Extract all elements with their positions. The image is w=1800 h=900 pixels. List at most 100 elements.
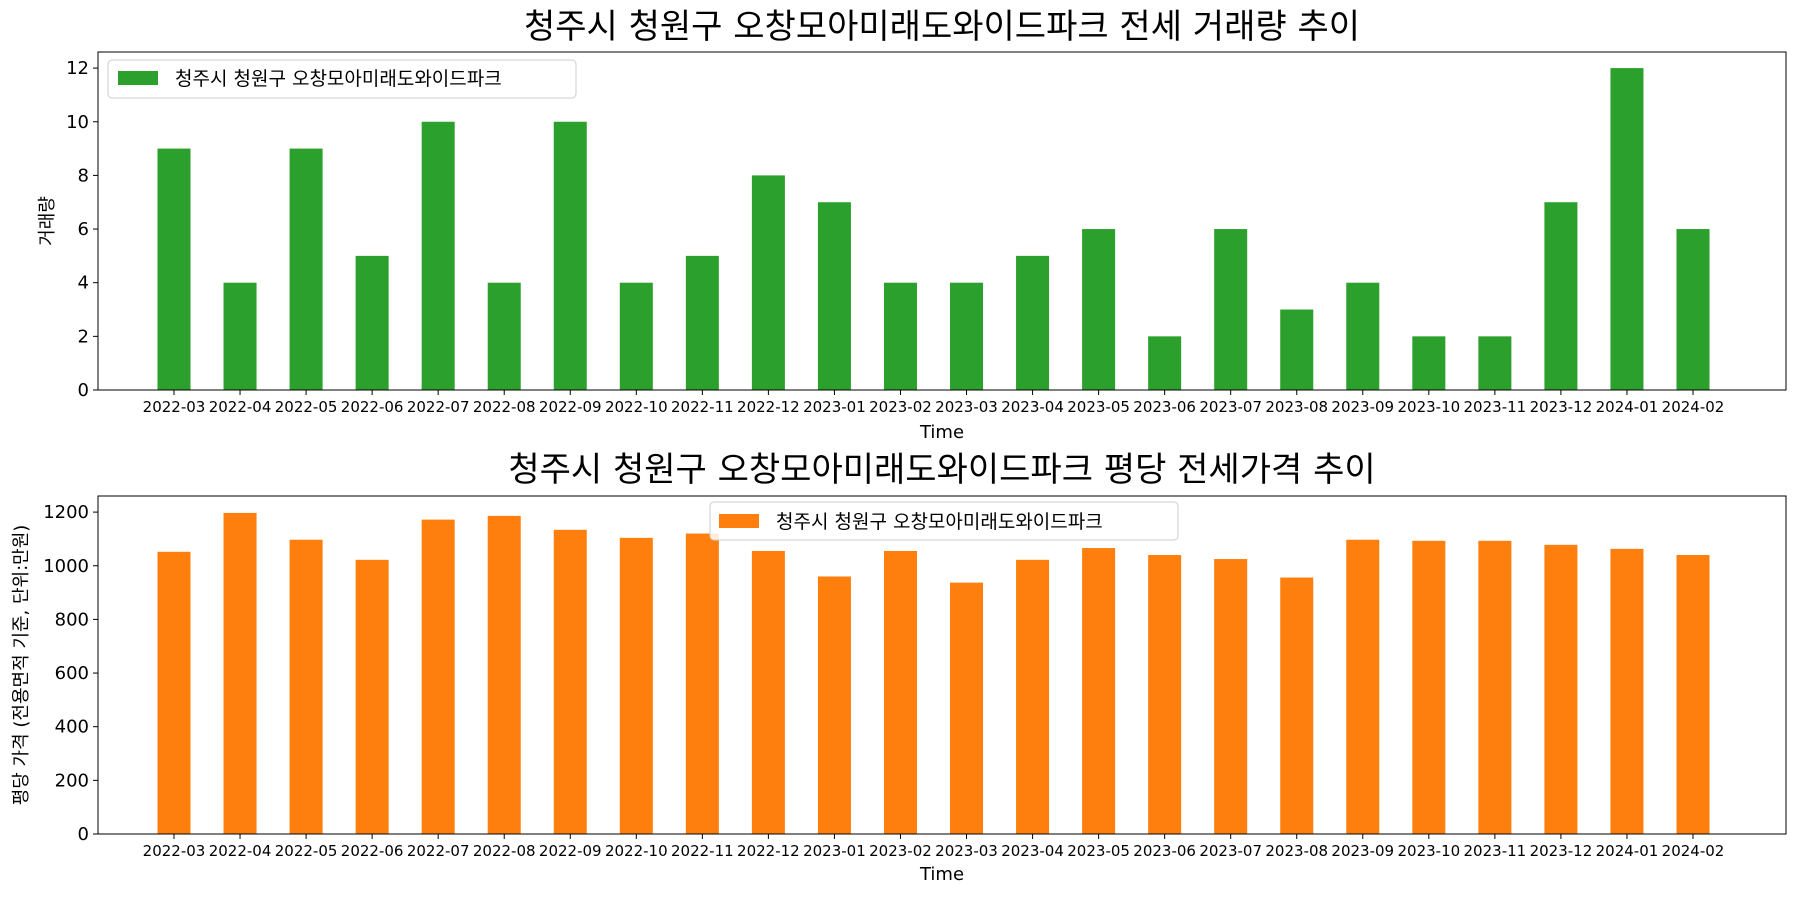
volume-bar xyxy=(950,282,984,390)
price-x-axis-label: Time xyxy=(919,864,964,885)
volume-x-tick-label: 2022-07 xyxy=(407,398,470,416)
volume-x-tick-label: 2022-05 xyxy=(275,398,338,416)
volume-bar xyxy=(289,148,323,390)
price-x-tick-label: 2023-09 xyxy=(1331,842,1394,860)
volume-x-tick-label: 2022-04 xyxy=(209,398,272,416)
price-x-tick-label: 2022-07 xyxy=(407,842,470,860)
volume-bar xyxy=(1676,229,1710,390)
volume-x-tick-label: 2023-11 xyxy=(1464,398,1527,416)
price-bar xyxy=(1148,555,1182,834)
price-x-tick-label: 2022-08 xyxy=(473,842,536,860)
volume-x-tick-label: 2023-06 xyxy=(1133,398,1196,416)
price-y-tick-label: 600 xyxy=(55,663,89,684)
price-x-ticks: 2022-03 2022-04 2022-05 2022-06 2022-07 2022-… xyxy=(143,834,1725,860)
price-bar xyxy=(950,582,984,834)
volume-x-tick-label: 2022-06 xyxy=(341,398,404,416)
volume-bars xyxy=(157,68,1710,390)
volume-x-tick-label: 2023-08 xyxy=(1265,398,1328,416)
price-x-tick-label: 2022-11 xyxy=(671,842,734,860)
price-x-tick-label: 2022-03 xyxy=(143,842,206,860)
price-x-tick-label: 2023-08 xyxy=(1265,842,1328,860)
price-legend-label: 청주시 청원구 오창모아미래도와이드파크 xyxy=(776,511,1103,533)
price-x-tick-label: 2024-01 xyxy=(1596,842,1659,860)
volume-x-tick-label: 2023-01 xyxy=(803,398,866,416)
price-bar xyxy=(1280,577,1314,834)
price-legend: 청주시 청원구 오창모아미래도와이드파크 xyxy=(709,501,1179,541)
price-bar xyxy=(223,512,257,834)
price-bar xyxy=(1610,548,1644,834)
price-legend-box xyxy=(709,501,1179,541)
volume-x-tick-label: 2023-03 xyxy=(935,398,998,416)
price-bar xyxy=(553,529,587,834)
volume-x-tick-label: 2023-04 xyxy=(1001,398,1064,416)
volume-bar xyxy=(1280,309,1314,390)
volume-y-tick-label: 10 xyxy=(66,112,89,133)
price-y-axis-label: 평당 가격 (전용면적 기준, 단위:만원) xyxy=(11,525,32,806)
volume-x-tick-label: 2022-11 xyxy=(671,398,734,416)
price-y-ticks: 0 200 400 600 800 1000 1200 xyxy=(43,502,98,845)
volume-x-tick-label: 2022-03 xyxy=(143,398,206,416)
price-bar xyxy=(751,550,785,834)
volume-chart-panel: 청주시 청원구 오창모아미래도와이드파크 전세 거래량 추이 0 2 4 6 8 10 12… xyxy=(37,7,1787,443)
price-plot-frame xyxy=(97,495,1787,835)
price-bar xyxy=(289,539,323,834)
volume-x-tick-label: 2023-07 xyxy=(1199,398,1262,416)
volume-y-tick-label: 8 xyxy=(78,165,89,186)
volume-y-tick-label: 2 xyxy=(78,326,89,347)
volume-bar xyxy=(487,282,521,390)
volume-bar xyxy=(685,255,719,390)
volume-bar xyxy=(421,121,455,390)
price-x-tick-label: 2022-10 xyxy=(605,842,668,860)
volume-legend-box xyxy=(107,59,577,99)
volume-bar xyxy=(1610,68,1644,390)
price-y-tick-label: 1000 xyxy=(43,556,89,577)
price-bar xyxy=(1346,539,1380,834)
price-x-tick-label: 2022-12 xyxy=(737,842,800,860)
price-x-tick-label: 2023-07 xyxy=(1199,842,1262,860)
price-y-tick-label: 800 xyxy=(55,609,89,630)
volume-x-tick-label: 2024-02 xyxy=(1662,398,1725,416)
volume-bar xyxy=(553,121,587,390)
volume-bar xyxy=(1346,282,1380,390)
volume-y-ticks: 0 2 4 6 8 10 12 xyxy=(66,58,98,401)
volume-y-tick-label: 0 xyxy=(78,380,89,401)
price-bar xyxy=(817,576,851,834)
volume-y-tick-label: 12 xyxy=(66,58,89,79)
price-x-tick-label: 2023-03 xyxy=(935,842,998,860)
volume-x-tick-label: 2022-08 xyxy=(473,398,536,416)
volume-bar xyxy=(817,202,851,390)
volume-bar xyxy=(1478,336,1512,390)
volume-bar xyxy=(157,148,191,390)
volume-y-tick-label: 4 xyxy=(78,273,89,294)
price-x-tick-label: 2023-11 xyxy=(1464,842,1527,860)
price-x-tick-label: 2022-05 xyxy=(275,842,338,860)
price-x-tick-label: 2023-10 xyxy=(1397,842,1460,860)
price-bar xyxy=(1082,548,1116,834)
volume-x-tick-label: 2024-01 xyxy=(1596,398,1659,416)
volume-x-tick-label: 2023-05 xyxy=(1067,398,1130,416)
volume-x-tick-label: 2022-12 xyxy=(737,398,800,416)
price-x-tick-label: 2023-01 xyxy=(803,842,866,860)
price-bars xyxy=(157,512,1710,834)
price-bar xyxy=(883,550,917,834)
price-bar xyxy=(1016,559,1050,834)
volume-x-tick-label: 2023-09 xyxy=(1331,398,1394,416)
price-x-tick-label: 2024-02 xyxy=(1662,842,1725,860)
volume-bar xyxy=(355,255,389,390)
volume-bar xyxy=(1214,229,1248,390)
volume-x-ticks: 2022-03 2022-04 2022-05 2022-06 2022-07 2022-… xyxy=(143,390,1725,416)
price-y-tick-label: 1200 xyxy=(43,502,89,523)
price-bar xyxy=(1478,540,1512,834)
volume-x-tick-label: 2023-02 xyxy=(869,398,932,416)
volume-bar xyxy=(883,282,917,390)
price-bar xyxy=(1412,540,1446,834)
price-x-tick-label: 2023-02 xyxy=(869,842,932,860)
volume-bar xyxy=(751,175,785,390)
price-y-tick-label: 0 xyxy=(78,824,89,845)
price-bar xyxy=(1214,559,1248,834)
price-bar xyxy=(487,515,521,834)
volume-bar xyxy=(1082,229,1116,390)
volume-bar xyxy=(223,282,257,390)
price-legend-swatch xyxy=(719,514,759,528)
